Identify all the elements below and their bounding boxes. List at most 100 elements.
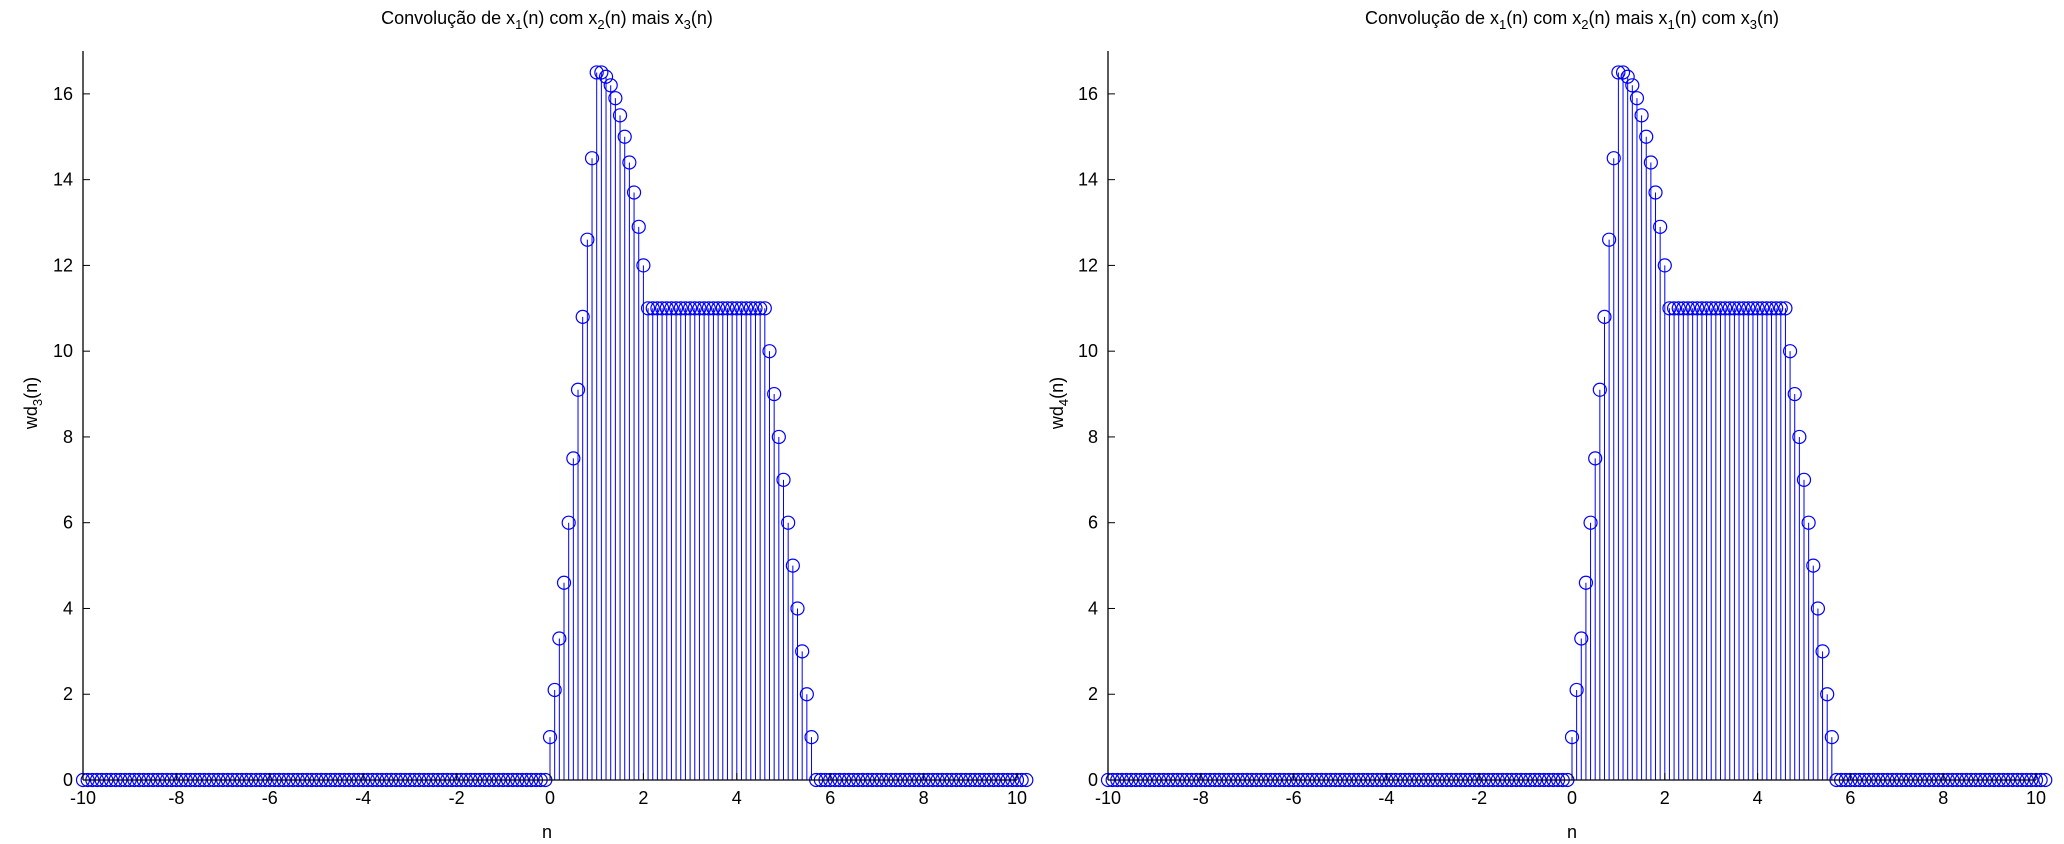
stem-marker [608, 91, 623, 106]
stem-marker [1639, 129, 1654, 144]
stem-marker [711, 301, 726, 316]
stem-point [1722, 301, 1737, 780]
stem-marker [617, 129, 632, 144]
stem-point [1615, 65, 1631, 780]
stem-marker [682, 301, 698, 316]
stem-marker [734, 301, 749, 316]
y-tick-label: 0 [1088, 770, 1098, 790]
stem-point [2038, 772, 2053, 788]
stem-point [654, 301, 670, 780]
stem-point [697, 301, 712, 780]
y-tick-label: 6 [1088, 513, 1098, 533]
stem-marker [687, 301, 702, 316]
stem-marker [1606, 151, 1621, 166]
stem-point [767, 386, 782, 780]
stem-point [771, 429, 786, 780]
stem-point [1778, 301, 1793, 780]
stem-marker [1676, 301, 1691, 316]
stem-marker [1634, 108, 1649, 123]
stem-marker [1611, 65, 1626, 80]
stem-marker [584, 151, 600, 166]
stem-marker [1578, 575, 1594, 590]
x-tick-label: 4 [1753, 788, 1763, 808]
stem-marker [795, 644, 810, 659]
stem-point [1680, 301, 1696, 780]
stem-marker [640, 301, 656, 316]
stem-point [1713, 301, 1728, 780]
stem-point [1653, 219, 1668, 780]
stem-marker [1727, 301, 1742, 316]
stem-marker [566, 451, 581, 466]
stem-marker [659, 301, 674, 316]
stem-marker [757, 301, 772, 316]
x-tick-label: 10 [2026, 788, 2046, 808]
y-tick-label: 10 [1078, 341, 1098, 361]
stem-point [757, 301, 772, 780]
y-tick-label: 12 [53, 255, 73, 275]
y-tick-label: 16 [53, 84, 73, 104]
stem-marker [1750, 301, 1765, 316]
stem-marker [1773, 301, 1788, 316]
y-tick-label: 2 [1088, 684, 1098, 704]
stem-point [1611, 65, 1626, 780]
stem-marker [1806, 558, 1821, 573]
stem-point [720, 301, 735, 780]
stem-marker [692, 301, 707, 316]
stem-marker [1564, 730, 1580, 745]
stem-marker [785, 558, 800, 573]
stem-point [608, 91, 623, 780]
stem-point [701, 301, 716, 780]
stem-marker [771, 429, 786, 445]
stem-marker [1671, 301, 1686, 316]
stem-marker [664, 301, 679, 316]
stem-point [1662, 301, 1677, 780]
stem-point [1588, 451, 1603, 780]
stem-marker [1685, 301, 1700, 316]
stem-marker [673, 301, 688, 316]
x-tick-label: -10 [70, 788, 96, 808]
stem-marker [743, 301, 758, 316]
stem-point [706, 301, 721, 780]
stem-marker [1019, 772, 1034, 788]
stem-point [673, 301, 688, 780]
stem-marker [561, 515, 576, 530]
stem-marker [598, 69, 614, 84]
stem-point [659, 301, 674, 780]
stem-point [1019, 772, 1034, 788]
chart-panel-right: Convolução de x1(n) com x2(n) mais x1(n)… [1047, 8, 2053, 842]
stem-point [1648, 185, 1663, 780]
stem-marker [1731, 301, 1747, 316]
stem-marker [781, 515, 796, 530]
stem-marker [1653, 219, 1668, 234]
stem-marker [603, 78, 618, 93]
stem-marker [767, 386, 782, 402]
stem-marker [1625, 78, 1640, 93]
stem-point [570, 382, 586, 780]
stem-marker [1615, 65, 1631, 80]
stem-point [1815, 644, 1830, 780]
stem-point [734, 301, 749, 780]
x-tick-label: -10 [1095, 788, 1121, 808]
stem-point [743, 301, 758, 780]
stem-marker [706, 301, 721, 316]
stem-point [785, 558, 800, 780]
stem-point [781, 515, 796, 780]
x-tick-label: 2 [638, 788, 648, 808]
stem-point [729, 301, 744, 780]
stem-marker [1666, 301, 1682, 316]
stem-marker [668, 301, 684, 316]
stem-point [687, 301, 702, 780]
y-tick-label: 14 [53, 170, 73, 190]
stem-point [645, 301, 660, 780]
x-tick-label: -2 [1471, 788, 1487, 808]
stem-marker [556, 575, 572, 590]
stem-point [1727, 301, 1742, 780]
stem-point [1671, 301, 1686, 780]
stem-marker [1815, 644, 1830, 659]
stem-marker [1718, 301, 1733, 316]
stem-point [617, 129, 632, 780]
stem-point [1657, 258, 1672, 780]
stem-marker [594, 65, 609, 80]
stem-point [1666, 301, 1682, 780]
